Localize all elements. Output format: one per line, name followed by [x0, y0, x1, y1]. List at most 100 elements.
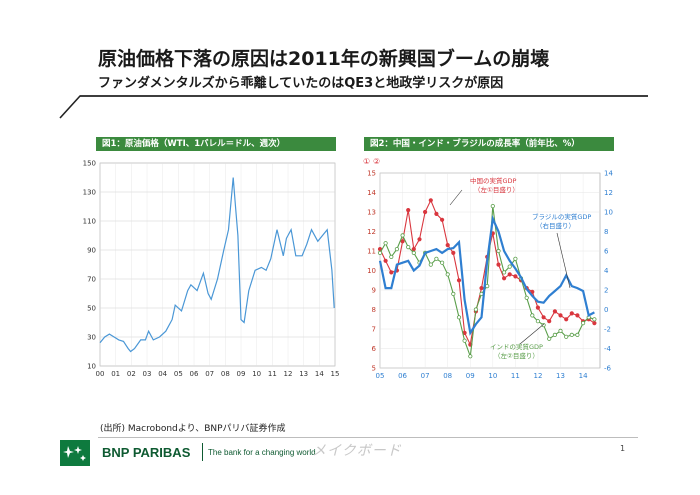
chart2-series-point: [428, 262, 433, 267]
chart2-series-point: [422, 209, 428, 215]
chart2-series-point: [564, 317, 569, 322]
chart2-series-point: [569, 332, 574, 337]
chart1-header: 図1：原油価格（WTI、1バレル＝ドル、週次）: [96, 137, 336, 151]
chart2-series-point: [462, 338, 467, 343]
chart2-series-point: [439, 260, 445, 265]
chart2-series-point: [558, 328, 563, 333]
chart2-series-point: [394, 247, 399, 252]
chart2-series-point: [507, 264, 512, 269]
chart2-series-point: [547, 336, 552, 341]
chart2-series-point: [428, 198, 433, 203]
chart2-series-point: [479, 285, 484, 291]
chart2-y-left-tick-label: 5: [372, 365, 376, 373]
chart2-series-point: [389, 254, 394, 259]
chart1-y-tick-label: 130: [83, 189, 96, 197]
chart1-x-tick-label: 04: [158, 370, 167, 378]
chart2-y-right-tick-label: 6: [604, 248, 609, 256]
chart2-series-point: [445, 272, 450, 277]
chart2-y-right-tick-label: 12: [604, 189, 613, 197]
chart2-series-point: [406, 245, 411, 250]
chart2-series-point: [451, 291, 456, 296]
chart2-series-label-brazil: （右目盛り）: [536, 221, 575, 230]
chart2-series-point: [411, 247, 416, 252]
chart2-series-point: [456, 315, 462, 320]
slide-title: 原油価格下落の原因は2011年の新興国ブームの崩壊: [98, 48, 550, 70]
chart2-y-left-tick-label: 15: [367, 170, 376, 178]
chart1-x-tick-label: 09: [237, 370, 246, 378]
chart2-series-point: [524, 295, 529, 300]
page-number: 1: [620, 444, 626, 453]
chart2-series-point: [575, 313, 580, 318]
chart2-axis-marker: ①: [363, 157, 370, 166]
chart2-y-left-tick-label: 13: [367, 209, 376, 217]
title-divider: [59, 95, 648, 119]
chart2-y-right-tick-label: 2: [604, 287, 608, 295]
chart2-series-point: [580, 320, 586, 326]
chart2-series-point: [530, 313, 535, 318]
chart2-series-point: [439, 217, 445, 222]
brand-name: BNP PARIBAS: [102, 445, 191, 460]
chart1-y-tick-label: 90: [87, 247, 96, 255]
chart2-x-tick-label: 06: [398, 372, 407, 380]
chart2-series-point: [400, 233, 405, 238]
chart2-series-point: [445, 243, 450, 248]
chart2-series-point: [535, 305, 541, 310]
source-note: (出所) Macrobondより、BNPパリバ証券作成: [100, 424, 286, 434]
chart1-y-tick-label: 30: [87, 334, 96, 342]
chart2-series-point: [547, 319, 552, 324]
chart2-x-tick-label: 11: [511, 372, 520, 380]
chart2-series-point: [558, 313, 563, 318]
chart2-y-right-tick-label: 10: [604, 209, 613, 217]
chart2-series-point: [456, 278, 462, 283]
chart1-x-tick-label: 13: [299, 370, 308, 378]
chart2-y-left-tick-label: 7: [372, 326, 376, 334]
chart2-x-tick-label: 07: [421, 372, 430, 380]
chart2-series-point: [552, 332, 558, 337]
chart2-x-tick-label: 05: [376, 372, 385, 380]
chart2-series-point: [530, 289, 535, 294]
chart2-y-left-tick-label: 8: [372, 306, 376, 314]
chart2-series-point: [411, 250, 416, 255]
chart1-x-tick-label: 08: [221, 370, 230, 378]
chart2-header: 図2：中国・インド・ブラジルの成長率（前年比、%）: [364, 137, 614, 151]
chart2-callout-india: [519, 323, 545, 345]
chart2-axis-marker: ②: [373, 157, 380, 166]
chart2-series-point: [417, 237, 422, 242]
chart2-y-left-tick-label: 6: [372, 345, 377, 353]
chart1-series-line: [99, 177, 335, 353]
chart1-y-tick-label: 110: [83, 218, 96, 226]
chart2-series-point: [400, 239, 405, 244]
chart2-series-point: [383, 241, 388, 246]
chart2-y-left-tick-label: 10: [367, 267, 376, 275]
chart1-x-tick-label: 00: [96, 370, 105, 378]
chart1-y-tick-label: 150: [83, 160, 96, 168]
chart2-y-right-tick-label: 8: [604, 228, 608, 236]
chart2-series-point: [377, 250, 383, 255]
chart2-series-point: [541, 322, 546, 328]
chart1-y-tick-label: 50: [87, 305, 96, 313]
chart2-series-label-india: （左②目盛り）: [494, 351, 539, 360]
bnp-paribas-stars-icon: [60, 440, 90, 466]
chart2-series-point: [501, 270, 507, 275]
brand-tagline: The bank for a changing world: [208, 448, 316, 457]
chart2-callout-china: [449, 189, 463, 206]
chart2-y-right-tick-label: 4: [604, 267, 609, 275]
chart2-series-point: [496, 248, 501, 254]
chart1-x-tick-label: 06: [190, 370, 199, 378]
chart2-x-tick-label: 12: [533, 372, 542, 380]
chart2-series-point: [451, 250, 456, 255]
chart2-series-point: [389, 270, 394, 275]
chart1-x-tick-label: 15: [331, 370, 340, 378]
chart2-x-tick-label: 10: [488, 372, 497, 380]
chart1-x-tick-label: 03: [143, 370, 152, 378]
chart1-x-tick-label: 07: [205, 370, 214, 378]
chart2-series-point: [434, 211, 439, 216]
chart2-y-right-tick-label: 0: [604, 306, 608, 314]
chart1-x-tick-label: 11: [268, 370, 277, 378]
chart2-y-right-tick-label: 14: [604, 170, 613, 178]
chart2-series-point: [569, 311, 574, 316]
chart2-y-right-tick-label: -2: [604, 326, 611, 334]
chart1-x-tick-label: 10: [252, 370, 261, 378]
chart2-y-left-tick-label: 11: [367, 248, 376, 256]
